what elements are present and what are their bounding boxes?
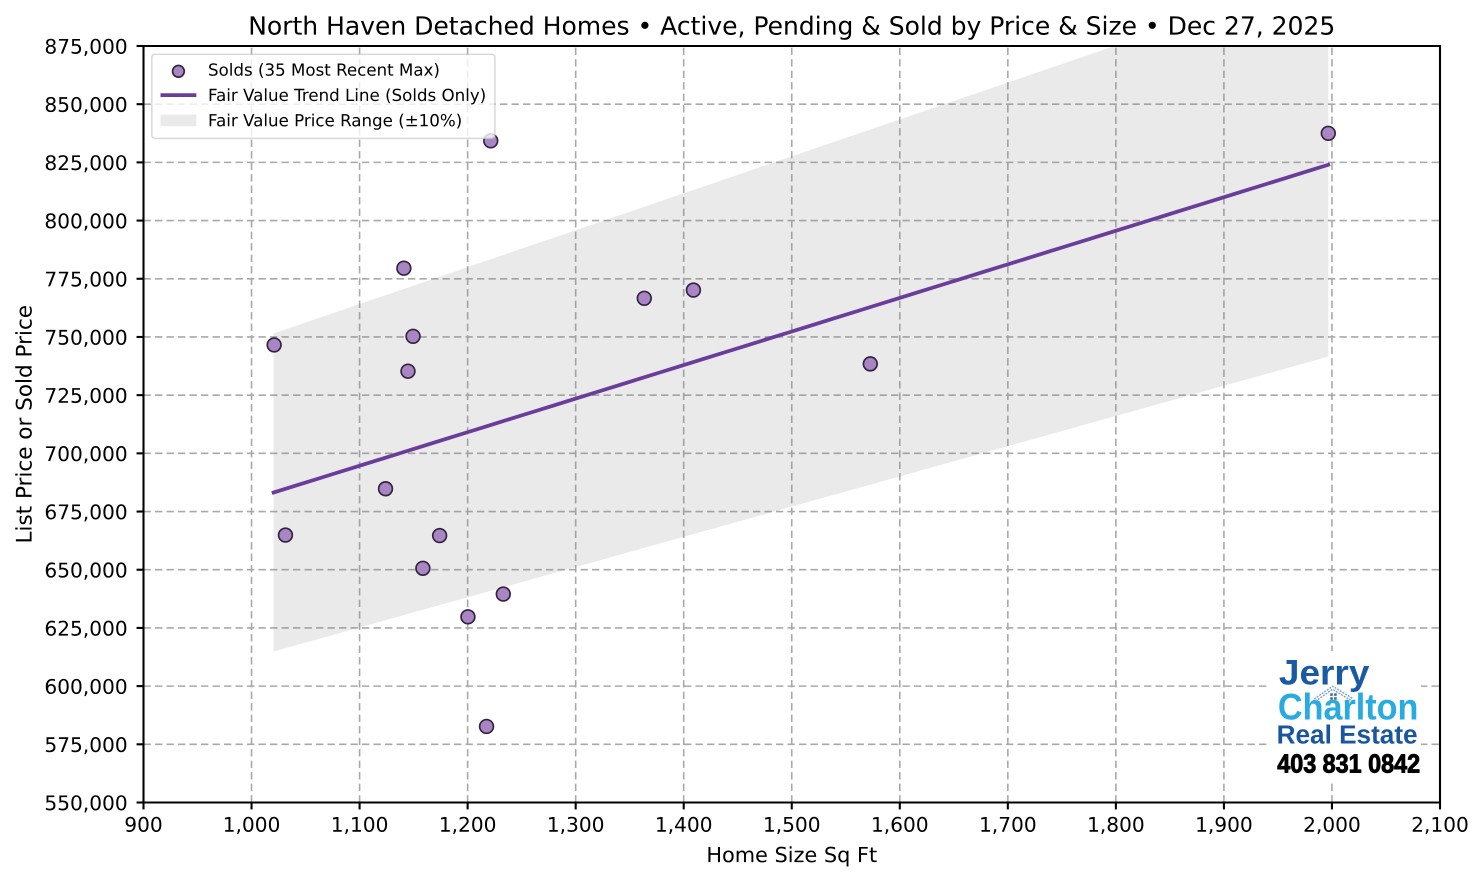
- svg-text:Jerry: Jerry: [1279, 654, 1370, 693]
- svg-text:Charlton: Charlton: [1278, 687, 1419, 728]
- svg-text:403 831 0842: 403 831 0842: [1277, 751, 1420, 779]
- svg-text:Real Estate: Real Estate: [1277, 722, 1418, 750]
